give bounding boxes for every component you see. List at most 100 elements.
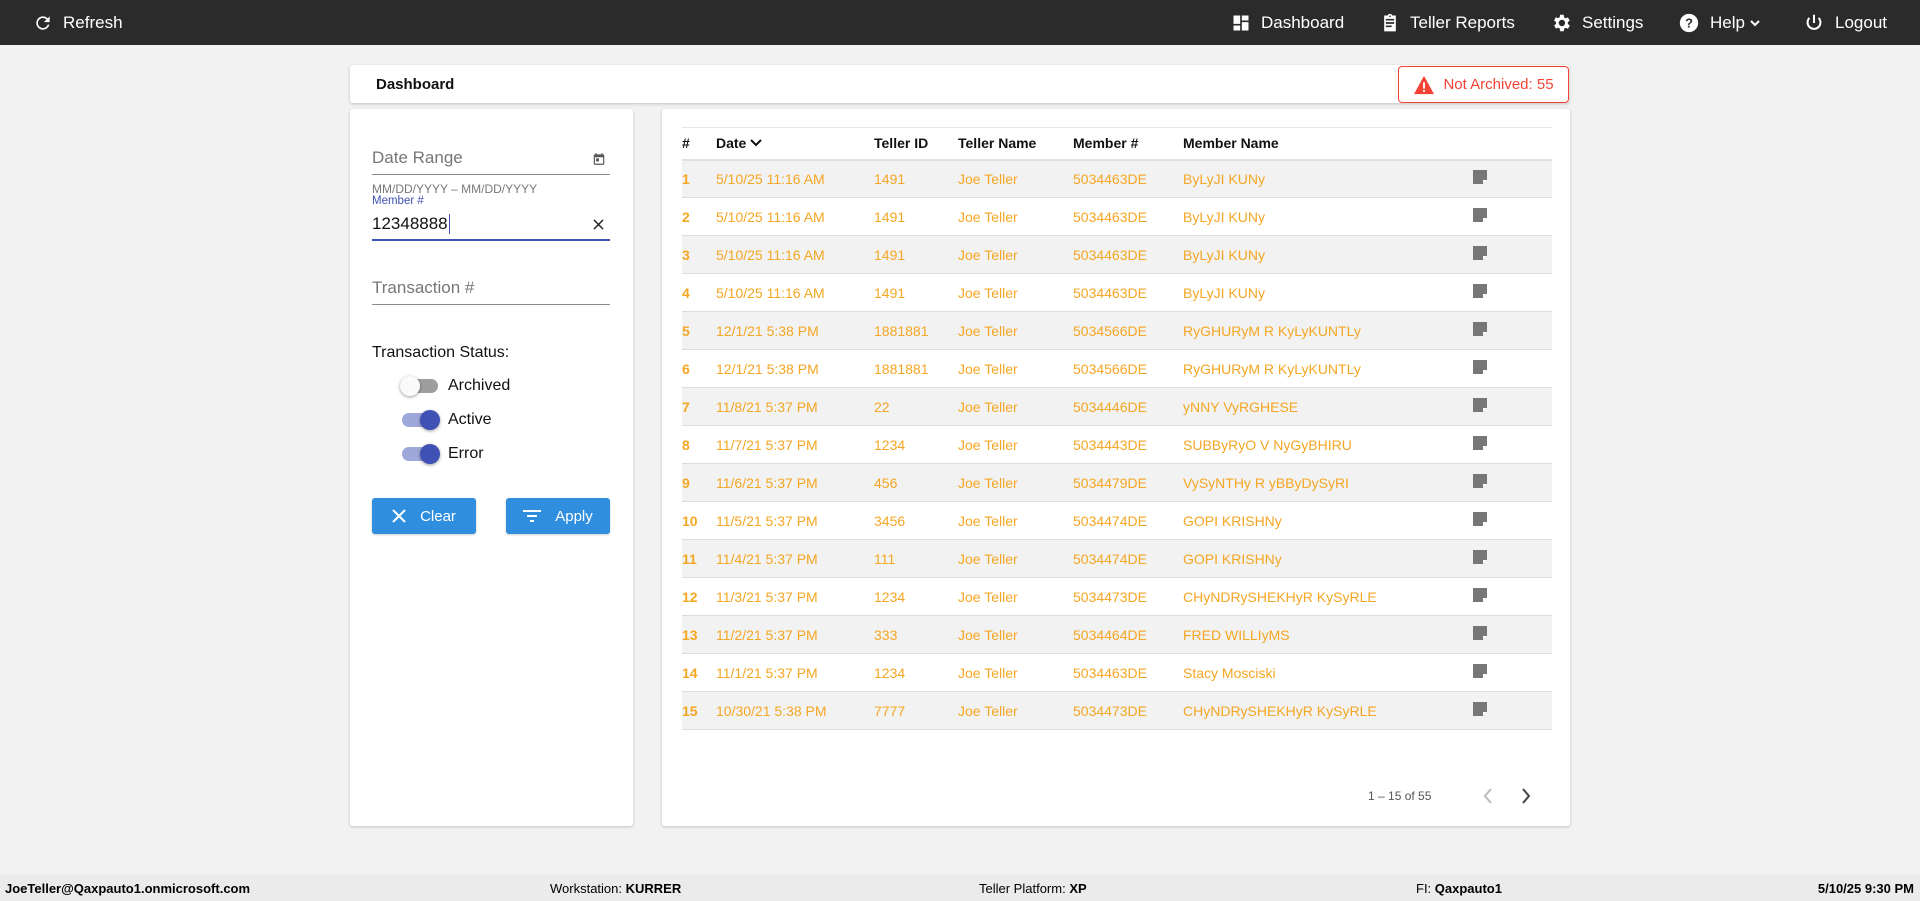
cell-actions	[1473, 577, 1552, 616]
member-number-label: Member #	[372, 195, 424, 207]
table-row[interactable]: 1 5/10/25 11:16 AM 1491 Joe Teller 5034463DE…	[682, 159, 1552, 198]
cell-index: 13	[682, 615, 716, 654]
cell-teller-name: Joe Teller	[958, 197, 1073, 236]
table-row[interactable]: 10 11/5/21 5:37 PM 3456 Joe Teller 5034474DE…	[682, 501, 1552, 540]
calendar-icon[interactable]	[592, 152, 606, 166]
note-icon[interactable]	[1473, 512, 1487, 526]
note-icon[interactable]	[1473, 360, 1487, 374]
clear-input-icon[interactable]	[593, 219, 604, 230]
cell-index: 9	[682, 463, 716, 502]
table-row[interactable]: 4 5/10/25 11:16 AM 1491 Joe Teller 5034463DE…	[682, 273, 1552, 312]
note-icon[interactable]	[1473, 246, 1487, 260]
table-row[interactable]: 13 11/2/21 5:37 PM 333 Joe Teller 5034464DE F…	[682, 615, 1552, 654]
nav-dashboard[interactable]: Dashboard	[1231, 0, 1344, 45]
cell-teller-name: Joe Teller	[958, 577, 1073, 616]
note-icon[interactable]	[1473, 322, 1487, 336]
table-row[interactable]: 3 5/10/25 11:16 AM 1491 Joe Teller 5034463DE…	[682, 235, 1552, 274]
cell-member-name: CHyNDRySHEKHyR KySyRLE	[1183, 577, 1473, 616]
table-row[interactable]: 7 11/8/21 5:37 PM 22 Joe Teller 5034446DE yNN…	[682, 387, 1552, 426]
table-row[interactable]: 8 11/7/21 5:37 PM 1234 Joe Teller 5034443DE S…	[682, 425, 1552, 464]
cell-member-name: ByLyJI KUNy	[1183, 235, 1473, 274]
cell-actions	[1473, 463, 1552, 502]
cell-member-number: 5034474DE	[1073, 539, 1183, 578]
cell-member-number: 5034473DE	[1073, 691, 1183, 730]
cell-teller-id: 1491	[874, 235, 958, 274]
cell-teller-name: Joe Teller	[958, 159, 1073, 198]
note-icon[interactable]	[1473, 170, 1487, 185]
column-header-date[interactable]: Date	[716, 127, 874, 161]
footer-platform: Teller Platform: XP	[979, 881, 1087, 896]
logout-button[interactable]: Logout	[1803, 0, 1887, 45]
nav-teller-reports-label: Teller Reports	[1410, 12, 1515, 32]
cell-member-name: yNNY VyRGHESE	[1183, 387, 1473, 426]
note-icon[interactable]	[1473, 664, 1487, 678]
nav-dashboard-label: Dashboard	[1261, 12, 1345, 32]
clear-button[interactable]: Clear	[372, 498, 476, 534]
cell-teller-id: 456	[874, 463, 958, 502]
cell-teller-name: Joe Teller	[958, 235, 1073, 274]
toggle-archived[interactable]: Archived	[400, 376, 510, 396]
cell-teller-name: Joe Teller	[958, 615, 1073, 654]
table-row[interactable]: 6 12/1/21 5:38 PM 1881881 Joe Teller 5034566…	[682, 349, 1552, 388]
cell-member-number: 5034463DE	[1073, 273, 1183, 312]
nav-help[interactable]: ? Help	[1678, 0, 1761, 45]
cell-teller-id: 111	[874, 539, 958, 578]
note-icon[interactable]	[1473, 474, 1487, 488]
table-row[interactable]: 11 11/4/21 5:37 PM 111 Joe Teller 5034474DE G…	[682, 539, 1552, 578]
cell-member-name: ByLyJI KUNy	[1183, 159, 1473, 198]
nav-teller-reports[interactable]: Teller Reports	[1380, 0, 1515, 45]
sort-desc-icon[interactable]	[750, 138, 762, 148]
prev-page-icon[interactable]	[1482, 787, 1494, 805]
cell-member-number: 5034479DE	[1073, 463, 1183, 502]
note-icon[interactable]	[1473, 436, 1487, 450]
cell-teller-name: Joe Teller	[958, 349, 1073, 388]
cell-index: 8	[682, 425, 716, 464]
table-row[interactable]: 14 11/1/21 5:37 PM 1234 Joe Teller 5034463DE…	[682, 653, 1552, 692]
cell-actions	[1473, 311, 1552, 350]
next-page-icon[interactable]	[1520, 787, 1532, 805]
table-row[interactable]: 15 10/30/21 5:38 PM 7777 Joe Teller 5034473D…	[682, 691, 1552, 730]
refresh-button[interactable]: Refresh	[33, 0, 123, 45]
toggle-active[interactable]: Active	[402, 410, 492, 430]
cell-index: 2	[682, 197, 716, 236]
cell-teller-name: Joe Teller	[958, 539, 1073, 578]
cell-teller-name: Joe Teller	[958, 425, 1073, 464]
column-header: #	[682, 127, 716, 161]
table-row[interactable]: 12 11/3/21 5:37 PM 1234 Joe Teller 5034473DE…	[682, 577, 1552, 616]
table-row[interactable]: 2 5/10/25 11:16 AM 1491 Joe Teller 5034463DE…	[682, 197, 1552, 236]
cell-date: 11/1/21 5:37 PM	[716, 653, 874, 692]
cell-index: 3	[682, 235, 716, 274]
cell-member-name: RyGHURyM R KyLyKUNTLy	[1183, 311, 1473, 350]
date-range-input[interactable]: Date Range	[372, 145, 610, 175]
member-number-input[interactable]: 12348888	[372, 211, 610, 241]
transaction-number-input[interactable]: Transaction #	[372, 275, 610, 305]
cell-member-number: 5034463DE	[1073, 159, 1183, 198]
note-icon[interactable]	[1473, 398, 1487, 412]
not-archived-badge[interactable]: Not Archived: 55	[1398, 66, 1569, 103]
note-icon[interactable]	[1473, 208, 1487, 222]
cell-index: 10	[682, 501, 716, 540]
cell-member-number: 5034473DE	[1073, 577, 1183, 616]
note-icon[interactable]	[1473, 702, 1487, 716]
filter-panel: Date Range MM/DD/YYYY – MM/DD/YYYY Membe…	[350, 109, 633, 826]
table-row[interactable]: 9 11/6/21 5:37 PM 456 Joe Teller 5034479DE Vy…	[682, 463, 1552, 502]
cell-member-number: 5034443DE	[1073, 425, 1183, 464]
note-icon[interactable]	[1473, 284, 1487, 298]
cell-member-name: VySyNTHy R yBByDySyRI	[1183, 463, 1473, 502]
cell-actions	[1473, 425, 1552, 464]
cell-actions	[1473, 159, 1552, 198]
cell-index: 6	[682, 349, 716, 388]
cell-date: 11/8/21 5:37 PM	[716, 387, 874, 426]
table-row[interactable]: 5 12/1/21 5:38 PM 1881881 Joe Teller 5034566…	[682, 311, 1552, 350]
dashboard-header: Dashboard	[350, 65, 1569, 103]
cell-date: 11/7/21 5:37 PM	[716, 425, 874, 464]
apply-button[interactable]: Apply	[506, 498, 610, 534]
note-icon[interactable]	[1473, 588, 1487, 602]
help-icon: ?	[1679, 13, 1699, 32]
note-icon[interactable]	[1473, 550, 1487, 564]
column-header: Member #	[1073, 127, 1183, 161]
cell-index: 12	[682, 577, 716, 616]
nav-settings[interactable]: Settings	[1550, 0, 1643, 45]
note-icon[interactable]	[1473, 626, 1487, 640]
toggle-error[interactable]: Error	[402, 444, 484, 464]
